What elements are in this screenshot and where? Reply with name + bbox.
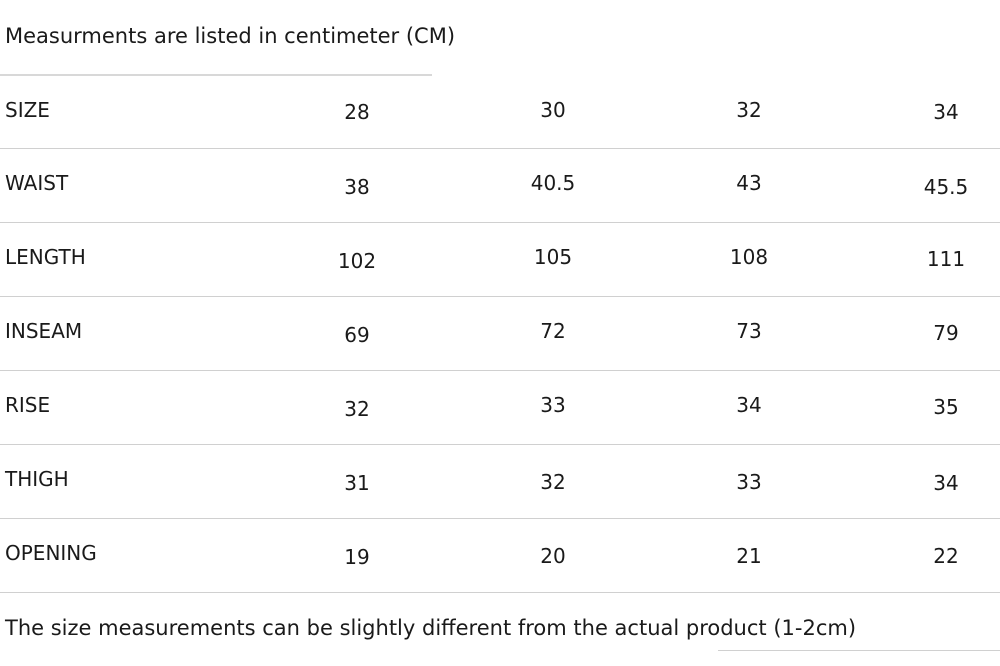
table-cell: 32 (344, 397, 370, 421)
table-cell: 32 (540, 470, 566, 494)
row-label: SIZE (5, 98, 50, 122)
table-bottom-divider (0, 592, 1000, 593)
table-cell: 34 (933, 100, 959, 124)
table-cell: 30 (540, 98, 566, 122)
row-label: THIGH (5, 467, 69, 491)
table-row-opening: OPENING 19 20 21 22 (0, 518, 1000, 592)
row-label: RISE (5, 393, 51, 417)
table-cell: 72 (540, 319, 566, 343)
table-cell: 22 (933, 544, 959, 568)
footer-divider (718, 650, 1000, 651)
table-cell: 34 (736, 393, 762, 417)
table-cell: 33 (540, 393, 566, 417)
row-label: INSEAM (5, 319, 83, 343)
row-label: WAIST (5, 171, 69, 195)
table-row-rise: RISE 32 33 34 35 (0, 370, 1000, 444)
header-note: Measurments are listed in centimeter (CM… (5, 24, 456, 48)
table-cell: 28 (344, 100, 370, 124)
table-row-size: SIZE 28 30 32 34 (0, 76, 1000, 150)
footer-note: The size measurements can be slightly di… (5, 616, 857, 640)
table-cell: 69 (344, 323, 370, 347)
row-label: LENGTH (5, 245, 86, 269)
table-cell: 21 (736, 544, 762, 568)
table-cell: 33 (736, 470, 762, 494)
table-row-length: LENGTH 102 105 108 111 (0, 222, 1000, 296)
table-row-waist: WAIST 38 40.5 43 45.5 (0, 148, 1000, 222)
row-label: OPENING (5, 541, 97, 565)
table-cell: 38 (344, 175, 370, 199)
table-cell: 43 (736, 171, 762, 195)
table-cell: 102 (337, 249, 377, 273)
table-cell: 19 (344, 545, 370, 569)
table-row-thigh: THIGH 31 32 33 34 (0, 444, 1000, 518)
table-cell: 31 (344, 471, 370, 495)
table-cell: 40.5 (530, 171, 576, 195)
table-cell: 79 (933, 321, 959, 345)
table-cell: 45.5 (923, 175, 969, 199)
table-cell: 105 (533, 245, 573, 269)
table-cell: 34 (933, 471, 959, 495)
table-cell: 35 (933, 395, 959, 419)
header-divider (0, 74, 432, 76)
table-cell: 20 (540, 544, 566, 568)
table-cell: 73 (736, 319, 762, 343)
table-row-inseam: INSEAM 69 72 73 79 (0, 296, 1000, 370)
table-cell: 32 (736, 98, 762, 122)
table-cell: 108 (729, 245, 769, 269)
table-cell: 111 (926, 247, 966, 271)
